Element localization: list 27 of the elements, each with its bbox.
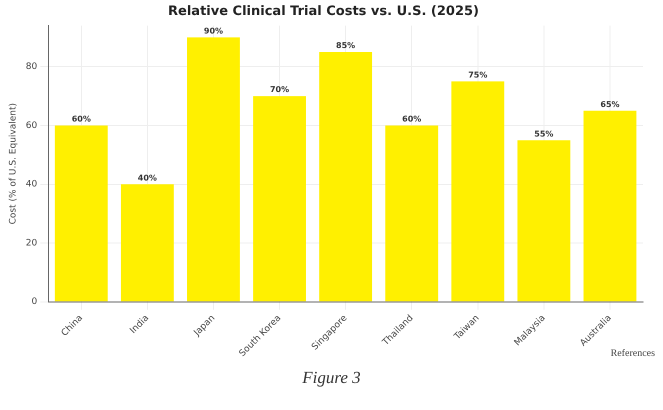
data-label: 70% xyxy=(270,85,290,94)
data-label: 40% xyxy=(138,173,157,182)
data-label: 75% xyxy=(468,70,488,80)
data-label: 85% xyxy=(336,41,356,50)
data-label: 55% xyxy=(534,129,554,138)
text: References xyxy=(610,348,655,359)
y-tick-label: 0 xyxy=(32,297,38,308)
bar xyxy=(319,52,372,302)
chart-title: Relative Clinical Trial Costs vs. U.S. (2025) xyxy=(168,4,479,20)
data-label: 60% xyxy=(72,114,91,124)
bar xyxy=(584,110,636,302)
y-tick-label: 80 xyxy=(26,62,38,72)
y-tick-label: 40 xyxy=(26,180,38,190)
bar xyxy=(253,96,306,302)
bar xyxy=(120,184,174,302)
bar xyxy=(517,140,570,302)
bar xyxy=(451,81,504,302)
y-tick-label: 20 xyxy=(26,238,38,248)
caption: Figure 3 xyxy=(301,368,362,388)
bar xyxy=(187,37,240,302)
data-label: 65% xyxy=(600,100,620,109)
bar xyxy=(385,126,438,302)
data-label: 60% xyxy=(402,114,422,124)
y-axis-title: Cost (% of U.S. Equivalent) xyxy=(8,102,19,224)
bar xyxy=(54,126,108,302)
y-tick-label: 60 xyxy=(26,120,38,131)
data-label: 90% xyxy=(204,26,224,36)
